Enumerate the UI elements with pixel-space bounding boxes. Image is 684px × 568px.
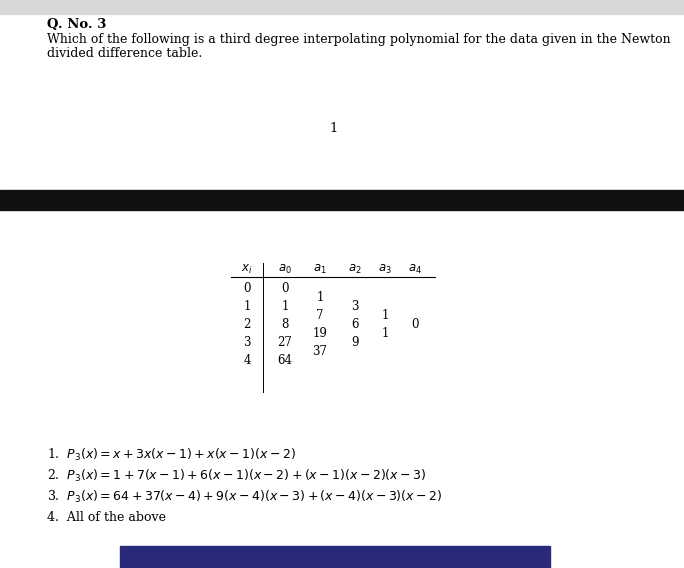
Text: 0: 0 bbox=[244, 282, 251, 295]
Text: 64: 64 bbox=[278, 354, 293, 367]
Text: 4: 4 bbox=[244, 354, 251, 367]
Text: 7: 7 bbox=[316, 309, 324, 322]
Text: $a_4$: $a_4$ bbox=[408, 263, 422, 276]
Text: 6: 6 bbox=[352, 318, 358, 331]
Bar bbox=[120, 546, 550, 568]
Bar bbox=[0, 190, 684, 210]
Text: 1: 1 bbox=[381, 309, 389, 322]
Text: 2.  $P_3(x) = 1 + 7(x-1) + 6(x-1)(x-2) + (x-1)(x-2)(x-3)$: 2. $P_3(x) = 1 + 7(x-1) + 6(x-1)(x-2) + … bbox=[47, 468, 426, 484]
Text: $a_1$: $a_1$ bbox=[313, 263, 327, 276]
Text: 0: 0 bbox=[281, 282, 289, 295]
Text: Which of the following is a third degree interpolating polynomial for the data g: Which of the following is a third degree… bbox=[47, 33, 670, 46]
Text: 19: 19 bbox=[313, 327, 328, 340]
Text: 2: 2 bbox=[244, 318, 251, 331]
Text: 4.  All of the above: 4. All of the above bbox=[47, 511, 166, 524]
Text: 3: 3 bbox=[352, 300, 358, 313]
Text: 0: 0 bbox=[411, 318, 419, 331]
Text: $a_2$: $a_2$ bbox=[348, 263, 362, 276]
Text: 3.  $P_3(x) = 64 + 37(x-4) + 9(x-4)(x-3) + (x-4)(x-3)(x-2)$: 3. $P_3(x) = 64 + 37(x-4) + 9(x-4)(x-3) … bbox=[47, 489, 443, 505]
Text: 9: 9 bbox=[352, 336, 358, 349]
Text: $a_0$: $a_0$ bbox=[278, 263, 292, 276]
Text: $x_i$: $x_i$ bbox=[241, 263, 253, 276]
Text: 8: 8 bbox=[281, 318, 289, 331]
Text: 1: 1 bbox=[316, 291, 324, 304]
Text: 1: 1 bbox=[330, 122, 338, 135]
Text: $a_3$: $a_3$ bbox=[378, 263, 392, 276]
Text: 1: 1 bbox=[244, 300, 251, 313]
Text: 1: 1 bbox=[381, 327, 389, 340]
Text: divided difference table.: divided difference table. bbox=[47, 47, 202, 60]
Text: Q. No. 3: Q. No. 3 bbox=[47, 18, 107, 31]
Text: 37: 37 bbox=[313, 345, 328, 358]
Text: 27: 27 bbox=[278, 336, 293, 349]
Text: 1: 1 bbox=[281, 300, 289, 313]
Text: 3: 3 bbox=[244, 336, 251, 349]
Text: 1.  $P_3(x) = x + 3x(x-1) + x(x-1)(x-2)$: 1. $P_3(x) = x + 3x(x-1) + x(x-1)(x-2)$ bbox=[47, 447, 296, 463]
Bar bbox=[0, 0, 684, 14]
